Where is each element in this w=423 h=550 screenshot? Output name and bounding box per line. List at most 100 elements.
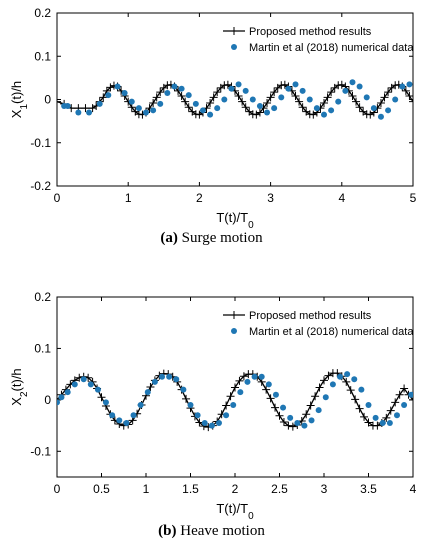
x-tick-label: 3 [321,482,328,496]
proposed-method-marker [57,97,61,106]
martin-data-point [96,100,103,107]
proposed-method-marker [364,418,373,427]
martin-data-point [370,105,377,112]
proposed-method-marker [181,97,190,106]
y-tick-label: 0.1 [34,341,51,355]
x-tick-label: 2 [196,191,203,205]
legend-dot-marker [231,44,237,50]
proposed-method-marker [231,383,239,392]
proposed-method-marker [57,395,61,404]
martin-data-point [230,402,237,408]
proposed-method-marker [382,413,391,422]
proposed-method-marker [262,385,271,394]
proposed-method-marker [366,110,375,119]
martin-data-point [137,402,144,408]
proposed-method-marker [391,398,400,407]
legend-plus-marker [230,311,238,319]
proposed-method-marker [401,86,410,95]
y-tick-label: -0.2 [30,179,51,193]
proposed-method-marker [106,83,115,92]
proposed-method-marker [302,410,311,419]
x-axis-label: T(t)/T0 [216,501,254,522]
martin-data-point [328,107,335,114]
plot-area [57,369,413,432]
proposed-method-marker [177,92,186,101]
proposed-method-marker [152,93,161,102]
martin-data-point [322,394,329,401]
martin-data-point [406,81,413,88]
proposed-method-marker [409,395,413,404]
martin-data-point [221,96,228,103]
martin-data-point [151,378,158,385]
x-axis-label: T(t)/T0 [216,210,254,231]
martin-data-point [299,87,306,94]
proposed-method-marker [280,80,289,89]
proposed-method-marker [206,98,215,107]
x-tick-label: 0 [54,191,61,205]
y-tick-label: 0 [44,393,51,407]
martin-data-point [244,378,251,385]
martin-data-point [393,412,400,419]
proposed-method-marker [149,98,158,107]
martin-data-point [265,381,272,388]
proposed-method-marker [209,93,218,102]
martin-data-point [256,102,263,109]
proposed-method-marker [337,80,346,89]
plot-area [57,79,413,120]
caption-surge-text: Surge motion [181,230,263,246]
martin-data-point [351,376,358,383]
martin-data-point [292,81,299,88]
plot-frame [56,12,414,187]
martin-data-point [71,381,78,388]
caption-heave-tag: (b) [158,523,177,539]
legend-dot-marker [231,328,237,334]
proposed-method-marker [184,103,193,112]
martin-data-point [58,394,65,401]
proposed-method-marker [320,376,328,385]
martin-data-point [313,105,320,112]
martin-data-point [385,107,392,114]
martin-data-point [271,105,278,112]
martin-data-point [105,92,112,99]
proposed-method-marker [320,98,328,107]
martin-data-point [207,111,214,118]
proposed-method-marker [288,422,297,431]
martin-data-point [180,386,187,393]
proposed-method-marker [400,384,409,393]
martin-data-point [223,412,230,419]
caption-heave: (b) Heave motion [0,523,423,540]
x-tick-label: 2.5 [271,482,288,496]
proposed-method-marker [238,97,247,106]
proposed-method-line [57,372,413,428]
proposed-method-marker [386,406,395,415]
caption-surge-tag: (a) [160,230,178,246]
martin-data-point [372,414,379,421]
proposed-method-marker [252,110,261,119]
martin-data-point [166,373,173,380]
martin-data-point [342,87,349,94]
y-tick-label: -0.1 [30,136,51,150]
proposed-method-marker [266,394,275,403]
proposed-method-marker [352,97,361,106]
martin-data-point [116,417,123,424]
proposed-method-marker [346,386,355,395]
martin-data-point [401,402,408,408]
y-axis-label: X1(t)/h [9,81,30,118]
martin-data-point [237,389,244,396]
martin-data-point [235,81,242,88]
proposed-method-marker [239,372,248,381]
martin-data-point [64,389,71,396]
proposed-method-marker [223,80,232,89]
martin-data-point [399,83,406,90]
heave-motion-chart: 0 0.5 1 1.5 2 2.5 3 3.5 4 -0.1 0 0.1 0.2 T(t)/T0 X2(t)… [9,290,417,522]
proposed-method-marker [88,104,97,113]
proposed-method-marker [380,93,389,102]
x-tick-label: 5 [410,191,417,205]
x-tick-label: 3 [267,191,274,205]
martin-data-point [128,98,135,105]
proposed-method-marker [323,93,332,102]
proposed-method-marker [298,103,307,112]
x-tick-label: 4 [338,191,345,205]
martin-data-point [143,109,149,116]
proposed-method-marker [235,376,244,385]
